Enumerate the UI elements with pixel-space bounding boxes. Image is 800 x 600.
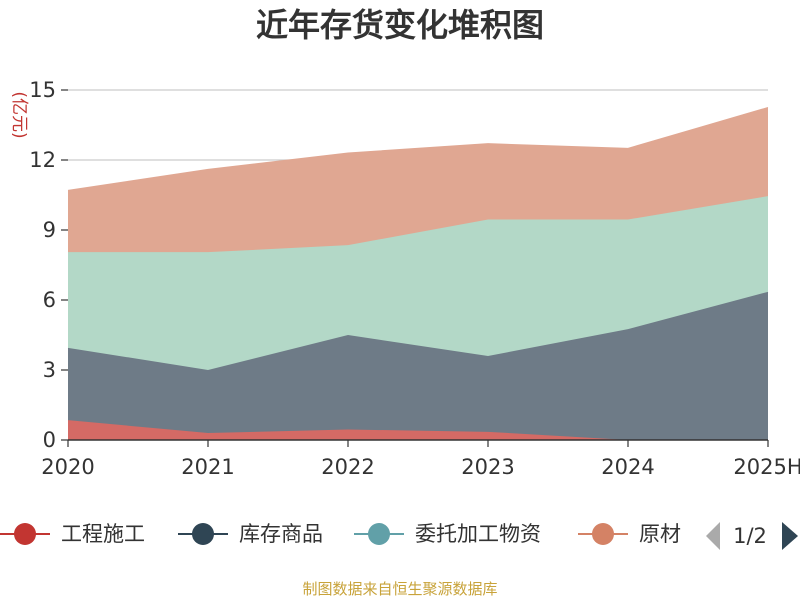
source-footer: 制图数据来自恒生聚源数据库 [302, 580, 497, 598]
legend-label: 原材 [639, 522, 681, 546]
legend-marker [368, 523, 390, 545]
y-tick-label: 3 [43, 358, 56, 382]
axes: 0 3 6 9 12 15 2020 2021 2022 2023 2024 2025H [29, 78, 800, 479]
y-tick-label: 15 [29, 78, 56, 102]
legend-item[interactable]: 库存商品 [178, 522, 323, 546]
legend-label: 委托加工物资 [415, 522, 541, 546]
legend-label: 工程施工 [61, 522, 145, 546]
legend: 工程施工 库存商品 委托加工物资 原材 [0, 522, 681, 546]
y-tick-label: 12 [29, 148, 56, 172]
legend-page-indicator: 1/2 [733, 524, 767, 548]
x-tick-label: 2022 [321, 455, 374, 479]
legend-next-icon[interactable] [782, 522, 798, 550]
legend-marker [592, 523, 614, 545]
x-tick-label: 2024 [601, 455, 654, 479]
area-series-0 [68, 420, 768, 440]
y-tick-label: 9 [43, 218, 56, 242]
y-tick-label: 6 [43, 288, 56, 312]
legend-label: 库存商品 [239, 522, 323, 546]
area-series-1 [68, 291, 768, 440]
y-axis-label: (亿元) [9, 91, 29, 138]
legend-marker [192, 523, 214, 545]
legend-items: 工程施工 库存商品 委托加工物资 原材 [0, 522, 681, 546]
x-tick-label: 2020 [41, 455, 94, 479]
legend-pager: 1/2 [706, 522, 798, 550]
x-tick-label: 2021 [181, 455, 234, 479]
legend-marker [14, 523, 36, 545]
area-line-3 [67, 107, 769, 191]
legend-item[interactable]: 委托加工物资 [354, 522, 541, 546]
legend-item[interactable]: 原材 [578, 522, 681, 546]
area-series-2 [68, 196, 768, 370]
legend-item[interactable]: 工程施工 [0, 522, 145, 546]
chart-title: 近年存货变化堆积图 [256, 6, 544, 44]
area-series-3 [68, 107, 768, 253]
area-line-2 [68, 195, 769, 253]
x-tick-label: 2025H [733, 455, 800, 479]
area-series [67, 107, 769, 441]
x-tick-label: 2023 [461, 455, 514, 479]
legend-prev-icon[interactable] [706, 522, 720, 550]
y-tick-label: 0 [43, 428, 56, 452]
